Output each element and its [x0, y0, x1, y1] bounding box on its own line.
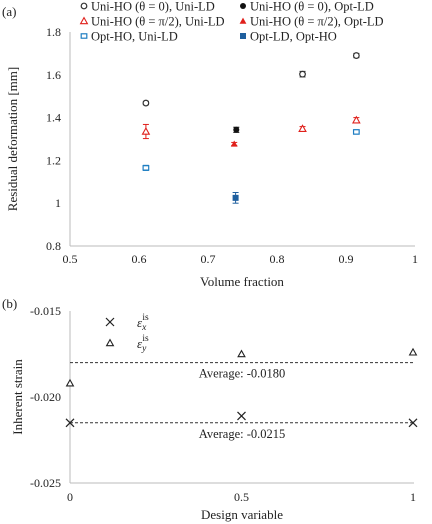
panel-a-x-tick-label: 0.9 [339, 252, 354, 266]
panel-a-x-tick-label: 0.7 [201, 252, 216, 266]
panel-b: (b) 0 0.5 1 -0.015 -0.020 -0.025 Average: -0.… [2, 296, 418, 522]
data-point [237, 349, 246, 358]
data-point [237, 411, 246, 421]
legend-subscript: x [141, 323, 147, 333]
panel-a-y-tick-label: 0.8 [46, 239, 61, 253]
panel-a-y-tick-label: 1.2 [46, 153, 61, 167]
legend-label: Uni-HO (θ = 0), Uni-LD [91, 0, 215, 14]
average-label: Average: -0.0215 [199, 427, 286, 441]
panel-b-x-label: Design variable [201, 507, 283, 522]
legend-marker-stroke-2 [105, 317, 115, 327]
panel-a-x-tick-label: 1 [412, 252, 418, 266]
legend-label: Uni-HO (θ = π/2), Uni-LD [91, 15, 225, 29]
data-point [142, 99, 150, 107]
panel-a-label: (a) [2, 4, 16, 19]
legend-marker [105, 317, 115, 327]
panel-a-y-label: Residual deformation [mm] [5, 67, 20, 211]
panel-b-x-tick-label: 0.5 [234, 490, 249, 504]
data-point [352, 115, 361, 124]
legend-marker [240, 3, 246, 9]
legend-marker [80, 33, 88, 39]
legend-marker [239, 17, 247, 24]
data-point [141, 126, 151, 135]
data-point [142, 165, 150, 171]
panel-b-y-tick-label: -0.025 [30, 476, 61, 490]
legend-label: εxis [137, 313, 149, 333]
data-point [65, 418, 75, 428]
legend-superscript: is [142, 313, 149, 323]
data-point [298, 124, 307, 132]
legend-label: Uni-HO (θ = π/2), Opt-LD [250, 15, 384, 29]
data-point-stroke-2 [408, 418, 418, 428]
panel-a-legend: Uni-HO (θ = 0), Uni-LD Uni-HO (θ = 0), Op… [79, 0, 384, 44]
panel-b-y-tick-label: -0.020 [30, 390, 61, 404]
legend-label: Uni-HO (θ = 0), Opt-LD [250, 0, 374, 14]
legend-symbol: ε [137, 336, 143, 351]
panel-a-x-tick-label: 0.8 [270, 252, 285, 266]
panel-a-x-tick-label: 0.5 [63, 252, 78, 266]
panel-a-y-tick-label: 1.6 [46, 68, 61, 82]
panel-a-marks [141, 52, 361, 204]
legend-marker [80, 2, 88, 10]
data-point [352, 52, 360, 59]
panel-a-x-label: Volume fraction [200, 274, 284, 289]
panel-b-x-tick-label: 1 [410, 490, 416, 504]
panel-a-y-tick-label: 1.4 [46, 111, 61, 125]
legend-marker [240, 33, 246, 39]
panel-b-label: (b) [2, 296, 17, 311]
average-label: Average: -0.0180 [199, 367, 286, 381]
data-point-stroke-2 [65, 418, 75, 428]
data-point-stroke-2 [237, 411, 246, 421]
legend-label: εyis [137, 334, 149, 354]
panel-b-x-tick-label: 0 [67, 490, 73, 504]
panel-b-y-label: Inherent strain [10, 359, 25, 435]
data-point [233, 126, 240, 133]
data-point [408, 418, 418, 428]
data-point [65, 378, 75, 387]
panel-a-x-tick-label: 0.6 [132, 252, 147, 266]
legend-marker [79, 16, 89, 25]
panel-a-y-tick-label: 1 [55, 196, 61, 210]
panel-a-ticks: 0.5 0.6 0.7 0.8 0.9 1 0.8 1 1.2 1.4 1.6 1.8 [46, 25, 418, 266]
legend-superscript: is [142, 334, 149, 344]
panel-a-y-tick-label: 1.8 [46, 25, 61, 39]
panel-b-reference-lines: Average: -0.0180 Average: -0.0215 [70, 362, 413, 441]
data-point [408, 347, 418, 356]
data-point [299, 70, 306, 78]
panel-a: (a) Uni-HO (θ = 0), Uni-LD Uni-HO (θ = 0)… [2, 0, 418, 289]
legend-label: Opt-LD, Opt-HO [250, 30, 337, 44]
legend-symbol: ε [137, 315, 143, 330]
legend-label: Opt-HO, Uni-LD [91, 30, 178, 44]
data-point [232, 194, 239, 201]
panel-b-y-tick-label: -0.015 [30, 304, 61, 318]
data-point [230, 140, 238, 147]
legend-subscript: y [141, 344, 147, 354]
data-point [352, 129, 360, 135]
legend-marker [105, 338, 115, 347]
panel-b-marks [65, 347, 418, 428]
panel-b-ticks: 0 0.5 1 -0.015 -0.020 -0.025 [30, 304, 416, 504]
